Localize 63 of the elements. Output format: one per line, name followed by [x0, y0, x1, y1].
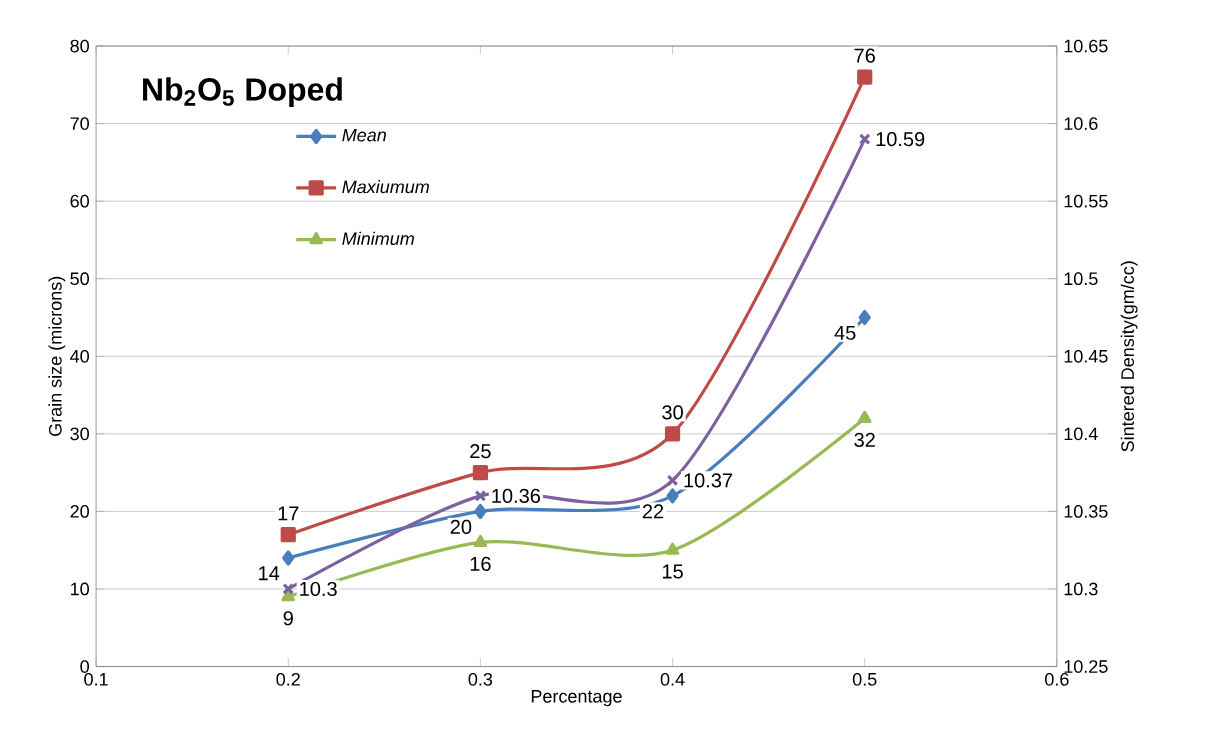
y2-tick-label: 10.25 — [1064, 660, 1108, 674]
data-label: 30 — [662, 405, 683, 420]
data-label: 10.36 — [492, 489, 541, 504]
y-tick-label: 40 — [70, 350, 89, 363]
y-tick-label: 70 — [70, 117, 89, 131]
data-label: 32 — [854, 432, 875, 448]
point — [472, 465, 488, 481]
point — [666, 488, 679, 504]
x-tick-label: 0.2 — [276, 673, 300, 686]
legend-label: Mean — [342, 129, 386, 142]
data-label: 10.37 — [684, 473, 733, 488]
y-axis-title: Grain size (microns) — [48, 277, 66, 437]
point — [665, 542, 680, 555]
y-tick-label: 20 — [70, 505, 89, 519]
x-axis-title: Percentage — [531, 690, 622, 707]
data-label: 14 — [259, 566, 280, 581]
data-label: 16 — [470, 557, 491, 572]
point — [474, 490, 487, 502]
point — [858, 310, 871, 326]
y-tick-label: 50 — [70, 272, 89, 286]
y-tick-label: 60 — [70, 194, 89, 208]
data-label: 22 — [642, 504, 664, 519]
y-tick-label: 0 — [80, 660, 89, 674]
legend-label: Minimum — [342, 232, 414, 246]
x-tick-label: 0.3 — [468, 673, 493, 686]
y2-tick-label: 10.35 — [1064, 505, 1108, 518]
text: Nb$_{2}$O$_{5}$ Doped — [143, 77, 342, 108]
y2-tick-label: 10.65 — [1064, 39, 1108, 53]
point — [664, 426, 681, 442]
x-tick-label: 0.6 — [1045, 673, 1069, 686]
y2-tick-label: 10.55 — [1064, 194, 1108, 208]
point — [280, 527, 296, 543]
point — [666, 474, 679, 487]
y-tick-label: 10 — [71, 582, 89, 596]
data-label: 25 — [470, 444, 491, 459]
y-tick-label: 30 — [70, 427, 89, 441]
y-tick-label: 80 — [70, 39, 89, 53]
point — [473, 535, 488, 548]
point — [282, 550, 295, 566]
y2-tick-label: 10.6 — [1064, 117, 1098, 131]
data-label: 10.59 — [876, 132, 925, 147]
data-label: 76 — [854, 48, 875, 63]
data-label: 9 — [283, 611, 293, 626]
point — [282, 583, 295, 596]
x-tick-label: 0.4 — [660, 673, 685, 686]
point — [857, 410, 872, 424]
point — [474, 504, 487, 520]
legend-label: Maxiumum — [342, 180, 429, 194]
x-tick-label: 0.1 — [84, 673, 108, 686]
point — [281, 589, 296, 602]
data-label: 20 — [450, 520, 472, 535]
data-label: 17 — [278, 506, 299, 521]
data-label: 45 — [834, 326, 856, 341]
y2-tick-label: 10.5 — [1064, 272, 1098, 286]
data-label: 10.3 — [300, 582, 337, 597]
point — [858, 133, 871, 146]
point — [857, 69, 873, 85]
y2-axis-title: Sintered Density(gm/cc) — [1120, 261, 1138, 452]
y2-tick-label: 10.45 — [1064, 350, 1108, 363]
y2-tick-label: 10.3 — [1064, 582, 1098, 596]
y2-tick-label: 10.4 — [1064, 427, 1098, 441]
data-label: 15 — [662, 564, 683, 579]
x-tick-label: 0.5 — [852, 673, 877, 686]
